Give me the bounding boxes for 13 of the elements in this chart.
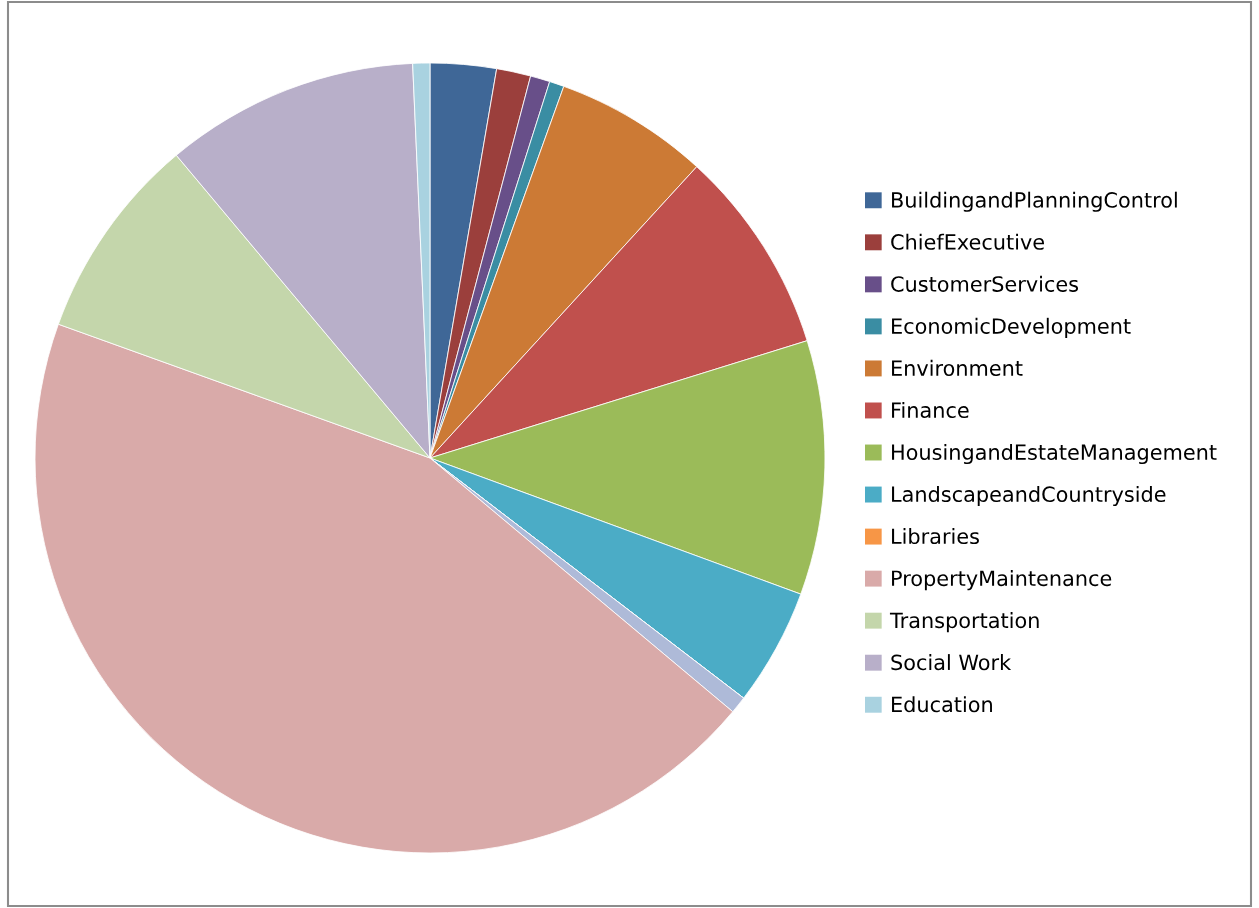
legend-label: PropertyMaintenance <box>892 570 1112 591</box>
legend-label: CustomerServices <box>891 275 1079 292</box>
legend-label: Transportation <box>889 612 1039 633</box>
legend-label: Social Work <box>891 654 1012 671</box>
legend-label: HousingandEstateManagement <box>892 443 1217 465</box>
legend-label: LandscapeandCountryside <box>892 485 1166 507</box>
legend-label: BuildingandPlanningControl <box>892 191 1177 212</box>
legend-label: Environment <box>892 359 1023 376</box>
legend-label: Libraries <box>892 527 979 545</box>
legend-label: Education <box>892 696 992 713</box>
legend-label: EconomicDevelopment <box>892 317 1131 338</box>
legend-label: ChiefExecutive <box>891 233 1044 250</box>
legend-label: Finance <box>892 401 969 419</box>
